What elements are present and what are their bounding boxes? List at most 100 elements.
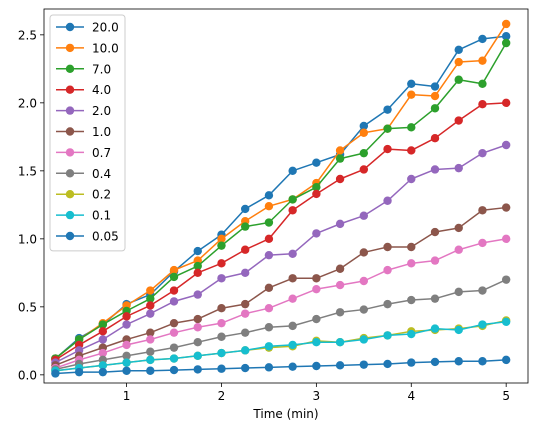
data-point: [193, 246, 202, 256]
legend-label: 1.0: [92, 125, 111, 139]
data-point: [501, 317, 511, 326]
series-4.0: [51, 98, 511, 365]
data-point: [430, 256, 440, 265]
data-point: [264, 323, 274, 332]
data-point: [383, 124, 392, 133]
data-point: [430, 165, 440, 174]
y-tick-label: 1.0: [18, 232, 37, 246]
legend-marker: [65, 85, 75, 94]
legend-entry: 0.4: [56, 167, 111, 181]
data-point: [335, 308, 345, 317]
data-point: [454, 116, 463, 125]
data-point: [193, 323, 202, 332]
data-point: [288, 206, 297, 215]
data-point: [240, 328, 250, 337]
legend-label: 0.4: [92, 167, 111, 181]
data-point: [312, 361, 321, 371]
legend-entry: 2.0: [56, 104, 111, 118]
data-point: [501, 32, 511, 41]
data-point: [217, 234, 226, 244]
data-point: [478, 100, 487, 109]
data-point: [193, 338, 202, 347]
data-point: [359, 335, 369, 344]
data-point: [240, 222, 250, 231]
data-point: [335, 264, 345, 273]
data-point: [122, 358, 131, 367]
data-point: [264, 363, 274, 372]
x-tick-label: 3: [313, 389, 321, 403]
data-point: [193, 351, 202, 360]
data-point: [501, 203, 511, 212]
data-point: [383, 196, 392, 205]
data-point: [169, 318, 179, 328]
data-point: [501, 140, 511, 150]
data-point: [478, 320, 487, 329]
data-point: [98, 361, 108, 370]
legend-label: 0.2: [92, 188, 111, 202]
data-point: [51, 369, 60, 378]
data-point: [240, 299, 250, 309]
data-point: [407, 146, 416, 155]
data-point: [146, 286, 155, 295]
data-point: [98, 327, 108, 336]
data-point: [169, 354, 179, 363]
data-point: [312, 182, 321, 192]
data-point: [240, 204, 250, 214]
data-point: [169, 265, 179, 275]
data-point: [454, 223, 463, 233]
data-point: [407, 242, 416, 252]
data-point: [478, 206, 487, 215]
data-point: [146, 366, 155, 375]
data-point: [335, 146, 345, 155]
data-point: [430, 134, 440, 143]
data-point: [312, 314, 321, 324]
data-point: [335, 280, 345, 290]
data-point: [501, 234, 511, 244]
data-point: [193, 268, 202, 278]
data-point: [146, 347, 155, 356]
x-tick-label: 1: [123, 389, 131, 403]
data-point: [74, 367, 84, 377]
series-7.0: [51, 38, 511, 363]
series-0.05: [51, 355, 511, 378]
data-point: [122, 340, 131, 350]
data-point: [288, 195, 297, 204]
x-axis-label: Time (min): [252, 407, 318, 421]
data-point: [383, 359, 392, 369]
legend-label: 0.1: [92, 209, 111, 223]
data-point: [146, 301, 155, 310]
legend-entry: 0.7: [56, 146, 111, 160]
legend-marker: [65, 190, 75, 199]
data-point: [430, 91, 440, 101]
data-point: [169, 343, 179, 352]
legend-marker: [65, 106, 75, 115]
data-point: [335, 154, 345, 163]
data-point: [312, 158, 321, 167]
data-point: [193, 261, 202, 271]
data-point: [478, 148, 487, 158]
data-point: [169, 272, 179, 282]
series-line: [54, 42, 507, 360]
data-point: [217, 274, 226, 283]
data-point: [478, 34, 487, 44]
data-point: [454, 357, 463, 366]
legend-entry: 1.0: [56, 125, 111, 139]
data-point: [359, 148, 369, 158]
data-point: [312, 338, 321, 347]
axes-frame: [43, 8, 529, 384]
data-point: [430, 104, 440, 113]
legend-entry: 0.05: [56, 230, 119, 244]
data-point: [122, 366, 131, 375]
data-point: [312, 229, 321, 238]
data-point: [169, 365, 179, 375]
data-point: [478, 79, 487, 89]
data-point: [169, 297, 179, 306]
data-point: [240, 309, 250, 318]
legend-label: 4.0: [92, 83, 111, 97]
data-point: [169, 286, 179, 295]
data-point: [98, 348, 108, 358]
data-point: [359, 248, 369, 257]
data-point: [98, 367, 108, 377]
legend-label: 20.0: [92, 21, 119, 35]
